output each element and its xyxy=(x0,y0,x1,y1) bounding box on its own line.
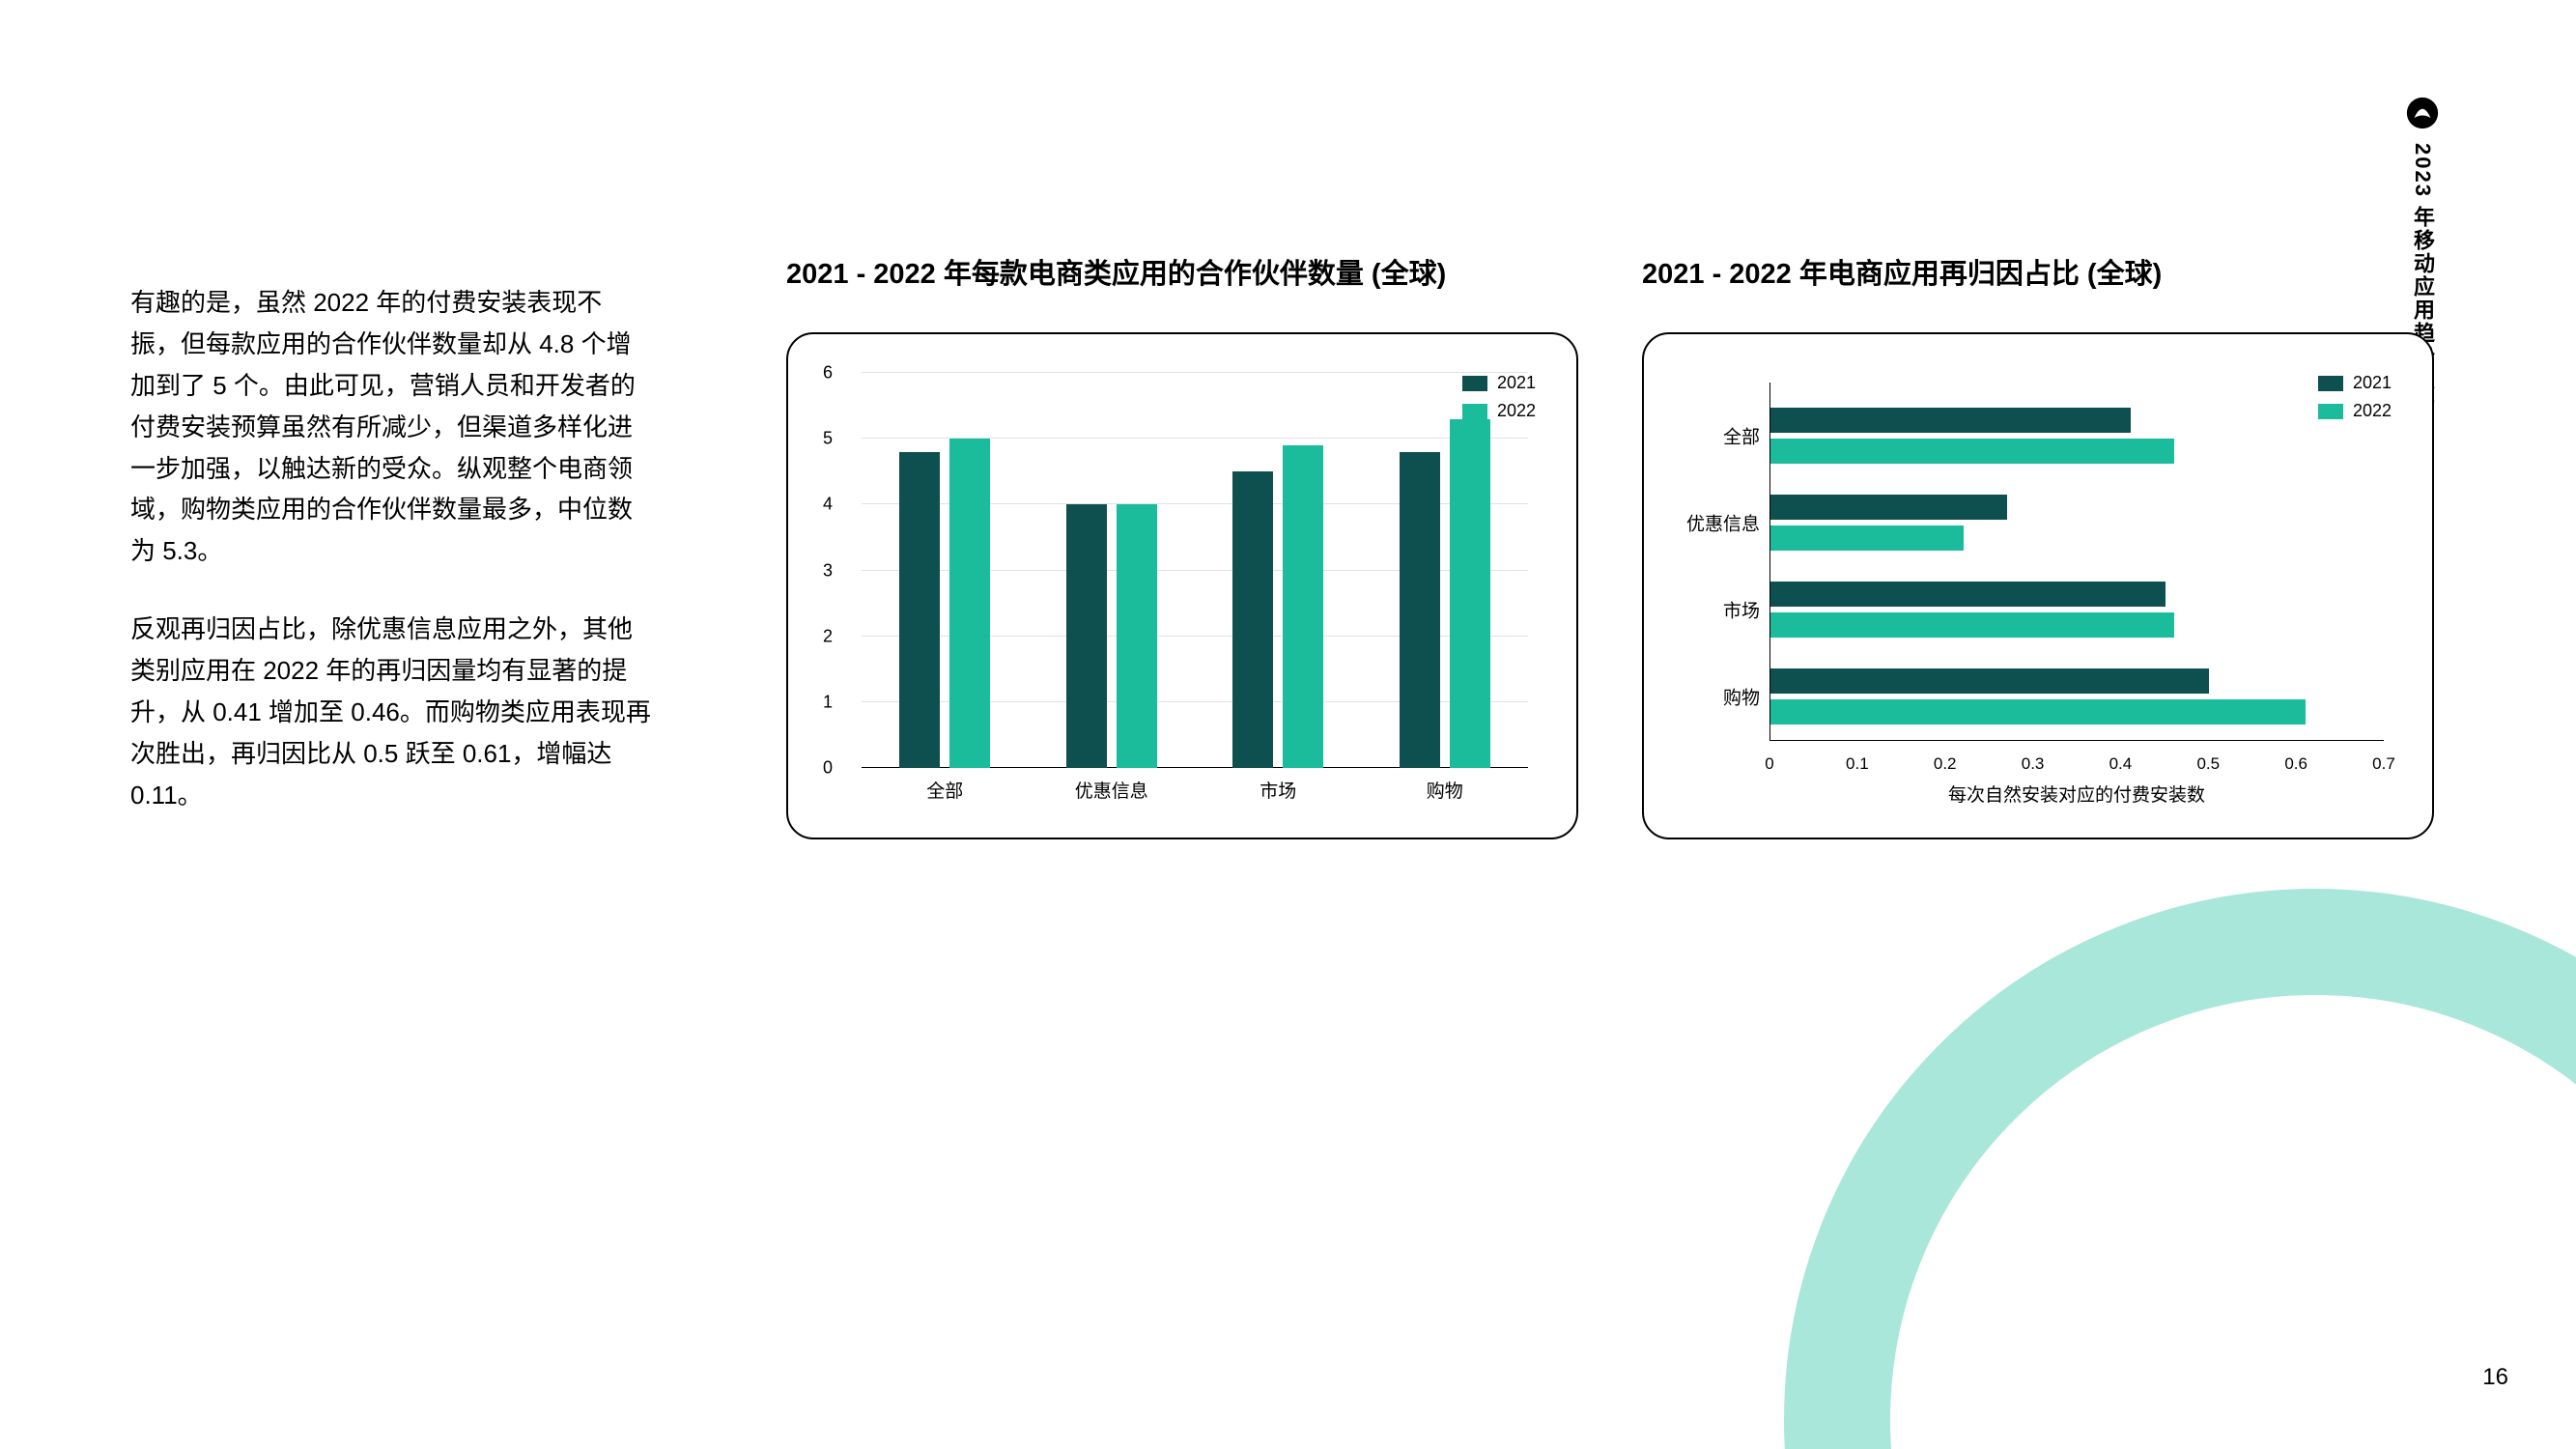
chart1-bar-group xyxy=(1397,373,1493,768)
chart2-xtick: 0.7 xyxy=(2372,754,2395,774)
legend-row-2021: 2021 xyxy=(2318,373,2392,393)
chart2-ylabel: 市场 xyxy=(1663,597,1760,623)
chart2-title: 2021 - 2022 年电商应用再归因占比 (全球) xyxy=(1642,251,2434,292)
chart1-wrap: 2021 - 2022 年每款电商类应用的合作伙伴数量 (全球) 2021 20… xyxy=(786,251,1578,839)
chart2-xtick: 0.1 xyxy=(1846,754,1869,774)
body-text: 有趣的是，虽然 2022 年的付费安装表现不振，但每款应用的合作伙伴数量却从 4… xyxy=(130,282,652,816)
chart1-plot-area: 0123456全部优惠信息市场购物 xyxy=(862,373,1528,768)
chart1-bar-2021 xyxy=(1066,504,1107,768)
chart1-ytick: 3 xyxy=(823,560,833,581)
chart2-xtick: 0.5 xyxy=(2196,754,2220,774)
chart1-bar-2022 xyxy=(1450,419,1490,768)
chart1-bar-2021 xyxy=(1232,471,1273,768)
page: 2023 年移动应用趋势报告 16 有趣的是，虽然 2022 年的付费安装表现不… xyxy=(0,0,2576,1449)
chart1-ytick: 5 xyxy=(823,429,833,449)
chart2-bar-2021 xyxy=(1770,408,2131,433)
chart1-bar-2022 xyxy=(1117,504,1157,768)
chart1-ytick: 4 xyxy=(823,495,833,515)
chart2-row: 购物 xyxy=(1769,653,2384,740)
chart1-bar-2021 xyxy=(899,452,940,768)
chart1-bar-group xyxy=(1230,373,1326,768)
chart2-xtick: 0.6 xyxy=(2284,754,2307,774)
chart1-ytick: 0 xyxy=(823,758,833,779)
chart1-xlabel: 市场 xyxy=(1260,777,1296,803)
chart1-title: 2021 - 2022 年每款电商类应用的合作伙伴数量 (全球) xyxy=(786,251,1578,292)
chart1-xlabel: 购物 xyxy=(1427,777,1463,803)
chart2-row: 优惠信息 xyxy=(1769,479,2384,566)
chart2-ylabel: 全部 xyxy=(1663,423,1760,449)
chart1-bar-2022 xyxy=(949,439,990,768)
chart2-xaxis xyxy=(1769,740,2384,741)
chart2-bar-2021 xyxy=(1770,668,2209,694)
chart1-xlabel: 全部 xyxy=(926,777,963,803)
page-number: 16 xyxy=(2482,1364,2508,1391)
chart2-xtick: 0.3 xyxy=(2022,754,2045,774)
chart2-bar-2022 xyxy=(1770,699,2306,724)
legend-label-2021: 2021 xyxy=(2353,373,2392,393)
chart1-bar-2021 xyxy=(1400,452,1440,768)
chart2-ylabel: 优惠信息 xyxy=(1663,510,1760,536)
chart2-bar-2022 xyxy=(1770,526,1964,551)
chart1-ytick: 6 xyxy=(823,363,833,384)
chart2-xtick: 0.4 xyxy=(2109,754,2133,774)
logo-icon xyxy=(2406,97,2439,129)
chart1-bar-2022 xyxy=(1283,445,1323,768)
body-paragraph-1: 有趣的是，虽然 2022 年的付费安装表现不振，但每款应用的合作伙伴数量却从 4… xyxy=(130,282,652,572)
chart1-xlabel: 优惠信息 xyxy=(1075,777,1148,803)
chart2-xlabel: 每次自然安装对应的付费安装数 xyxy=(1948,781,2205,807)
chart2-wrap: 2021 - 2022 年电商应用再归因占比 (全球) 2021 2022 00… xyxy=(1642,251,2434,839)
chart1-ytick: 2 xyxy=(823,626,833,646)
decorative-ring xyxy=(1784,889,2576,1449)
chart2-row: 市场 xyxy=(1769,566,2384,653)
chart2-bar-2021 xyxy=(1770,495,2007,520)
chart2-ylabel: 购物 xyxy=(1663,684,1760,710)
chart1-bar-group xyxy=(896,373,993,768)
chart1-panel: 2021 2022 0123456全部优惠信息市场购物 xyxy=(786,332,1578,839)
chart2-plot-area: 00.10.20.30.40.50.60.7每次自然安装对应的付费安装数全部优惠… xyxy=(1769,392,2384,741)
chart2-xtick: 0 xyxy=(1765,754,1773,774)
legend-swatch-2021 xyxy=(2318,376,2343,391)
chart2-xtick: 0.2 xyxy=(1934,754,1957,774)
chart2-panel: 2021 2022 00.10.20.30.40.50.60.7每次自然安装对应… xyxy=(1642,332,2434,839)
chart2-bar-2022 xyxy=(1770,612,2174,638)
body-paragraph-2: 反观再归因占比，除优惠信息应用之外，其他类别应用在 2022 年的再归因量均有显… xyxy=(130,609,652,815)
chart2-bar-2022 xyxy=(1770,439,2174,464)
chart1-ytick: 1 xyxy=(823,692,833,712)
chart1-bar-group xyxy=(1063,373,1160,768)
chart2-bar-2021 xyxy=(1770,582,2166,607)
chart2-row: 全部 xyxy=(1769,392,2384,479)
